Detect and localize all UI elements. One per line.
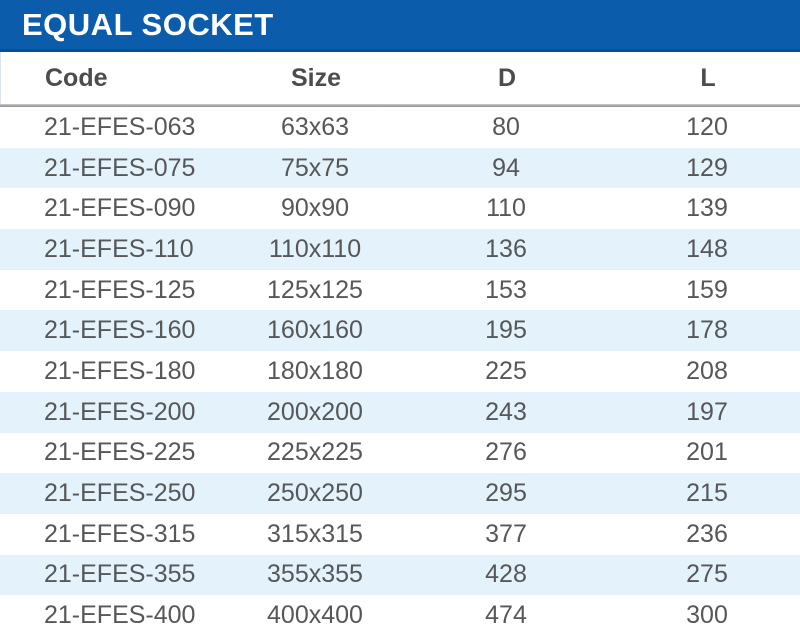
cell-l: 275 bbox=[686, 560, 728, 589]
cell-size: 75x75 bbox=[280, 153, 350, 182]
cell-size: 400x400 bbox=[267, 601, 363, 630]
cell-d: 94 bbox=[492, 153, 520, 182]
cell-d: 110 bbox=[486, 194, 526, 223]
column-header-size: Size bbox=[290, 63, 342, 92]
cell-d: 136 bbox=[485, 234, 527, 263]
cell-code: 21-EFES-075 bbox=[44, 153, 196, 182]
cell-code: 21-EFES-225 bbox=[44, 438, 196, 467]
header-separator bbox=[0, 104, 800, 107]
cell-d: 276 bbox=[485, 438, 527, 467]
column-header-d: D bbox=[497, 63, 517, 92]
cell-d: 153 bbox=[485, 275, 527, 304]
table-row: 21-EFES-110 110x110 136 148 bbox=[0, 229, 800, 270]
table-header-row: Code Size D L bbox=[0, 52, 800, 104]
cell-d: 80 bbox=[492, 112, 520, 141]
cell-size: 90x90 bbox=[280, 194, 350, 223]
cell-l: 129 bbox=[686, 153, 728, 182]
cell-d: 225 bbox=[485, 356, 527, 385]
table-row: 21-EFES-075 75x75 94 129 bbox=[0, 147, 800, 189]
cell-size: 180x180 bbox=[267, 356, 363, 385]
table-row: 21-EFES-250 250x250 295 215 bbox=[0, 473, 800, 514]
cell-size: 160x160 bbox=[267, 316, 363, 345]
cell-l: 120 bbox=[686, 112, 728, 141]
cell-code: 21-EFES-315 bbox=[44, 519, 196, 548]
table-row: 21-EFES-180 180x180 225 208 bbox=[0, 351, 800, 392]
cell-l: 159 bbox=[686, 275, 728, 304]
cell-size: 315x315 bbox=[267, 519, 363, 548]
cell-size: 355x355 bbox=[267, 560, 363, 589]
table-row: 21-EFES-315 315x315 377 236 bbox=[0, 513, 800, 555]
cell-size: 63x63 bbox=[280, 112, 350, 141]
table-row: 21-EFES-200 200x200 243 197 bbox=[0, 391, 800, 433]
cell-code: 21-EFES-125 bbox=[44, 275, 196, 304]
cell-size: 225x225 bbox=[267, 438, 363, 467]
cell-d: 377 bbox=[485, 519, 527, 548]
cell-code: 21-EFES-090 bbox=[44, 194, 196, 223]
table-body: 21-EFES-063 63x63 80 120 21-EFES-075 75x… bbox=[0, 107, 800, 636]
cell-l: 201 bbox=[686, 438, 728, 467]
cell-d: 428 bbox=[485, 560, 527, 589]
column-header-code: Code bbox=[45, 63, 108, 92]
cell-l: 139 bbox=[686, 194, 728, 223]
cell-l: 236 bbox=[686, 519, 728, 548]
section-title-banner: EQUAL SOCKET bbox=[0, 0, 800, 52]
cell-size: 110x110 bbox=[268, 234, 362, 263]
cell-code: 21-EFES-355 bbox=[44, 560, 196, 589]
cell-code: 21-EFES-160 bbox=[44, 316, 196, 345]
cell-l: 197 bbox=[686, 397, 728, 426]
cell-code: 21-EFES-110 bbox=[44, 234, 194, 263]
table-row: 21-EFES-063 63x63 80 120 bbox=[0, 107, 800, 148]
cell-l: 300 bbox=[686, 601, 728, 630]
cell-code: 21-EFES-250 bbox=[44, 479, 196, 508]
table-row: 21-EFES-400 400x400 474 300 bbox=[0, 595, 800, 636]
column-header-l: L bbox=[700, 63, 716, 92]
cell-code: 21-EFES-200 bbox=[44, 397, 196, 426]
cell-d: 295 bbox=[485, 479, 527, 508]
cell-d: 474 bbox=[485, 601, 527, 630]
table-row: 21-EFES-225 225x225 276 201 bbox=[0, 432, 800, 474]
cell-size: 200x200 bbox=[267, 397, 363, 426]
table-row: 21-EFES-090 90x90 110 139 bbox=[0, 188, 800, 230]
cell-l: 178 bbox=[686, 316, 728, 345]
cell-l: 148 bbox=[686, 234, 728, 263]
cell-code: 21-EFES-180 bbox=[44, 356, 196, 385]
cell-d: 243 bbox=[485, 397, 527, 426]
table-row: 21-EFES-355 355x355 428 275 bbox=[0, 554, 800, 596]
cell-size: 250x250 bbox=[267, 479, 363, 508]
table-row: 21-EFES-160 160x160 195 178 bbox=[0, 310, 800, 352]
cell-l: 215 bbox=[686, 479, 728, 508]
cell-d: 195 bbox=[485, 316, 527, 345]
page-title: EQUAL SOCKET bbox=[22, 7, 274, 42]
cell-code: 21-EFES-400 bbox=[44, 601, 196, 630]
cell-size: 125x125 bbox=[267, 275, 363, 304]
cell-l: 208 bbox=[686, 356, 728, 385]
table-row: 21-EFES-125 125x125 153 159 bbox=[0, 269, 800, 311]
cell-code: 21-EFES-063 bbox=[44, 112, 196, 141]
